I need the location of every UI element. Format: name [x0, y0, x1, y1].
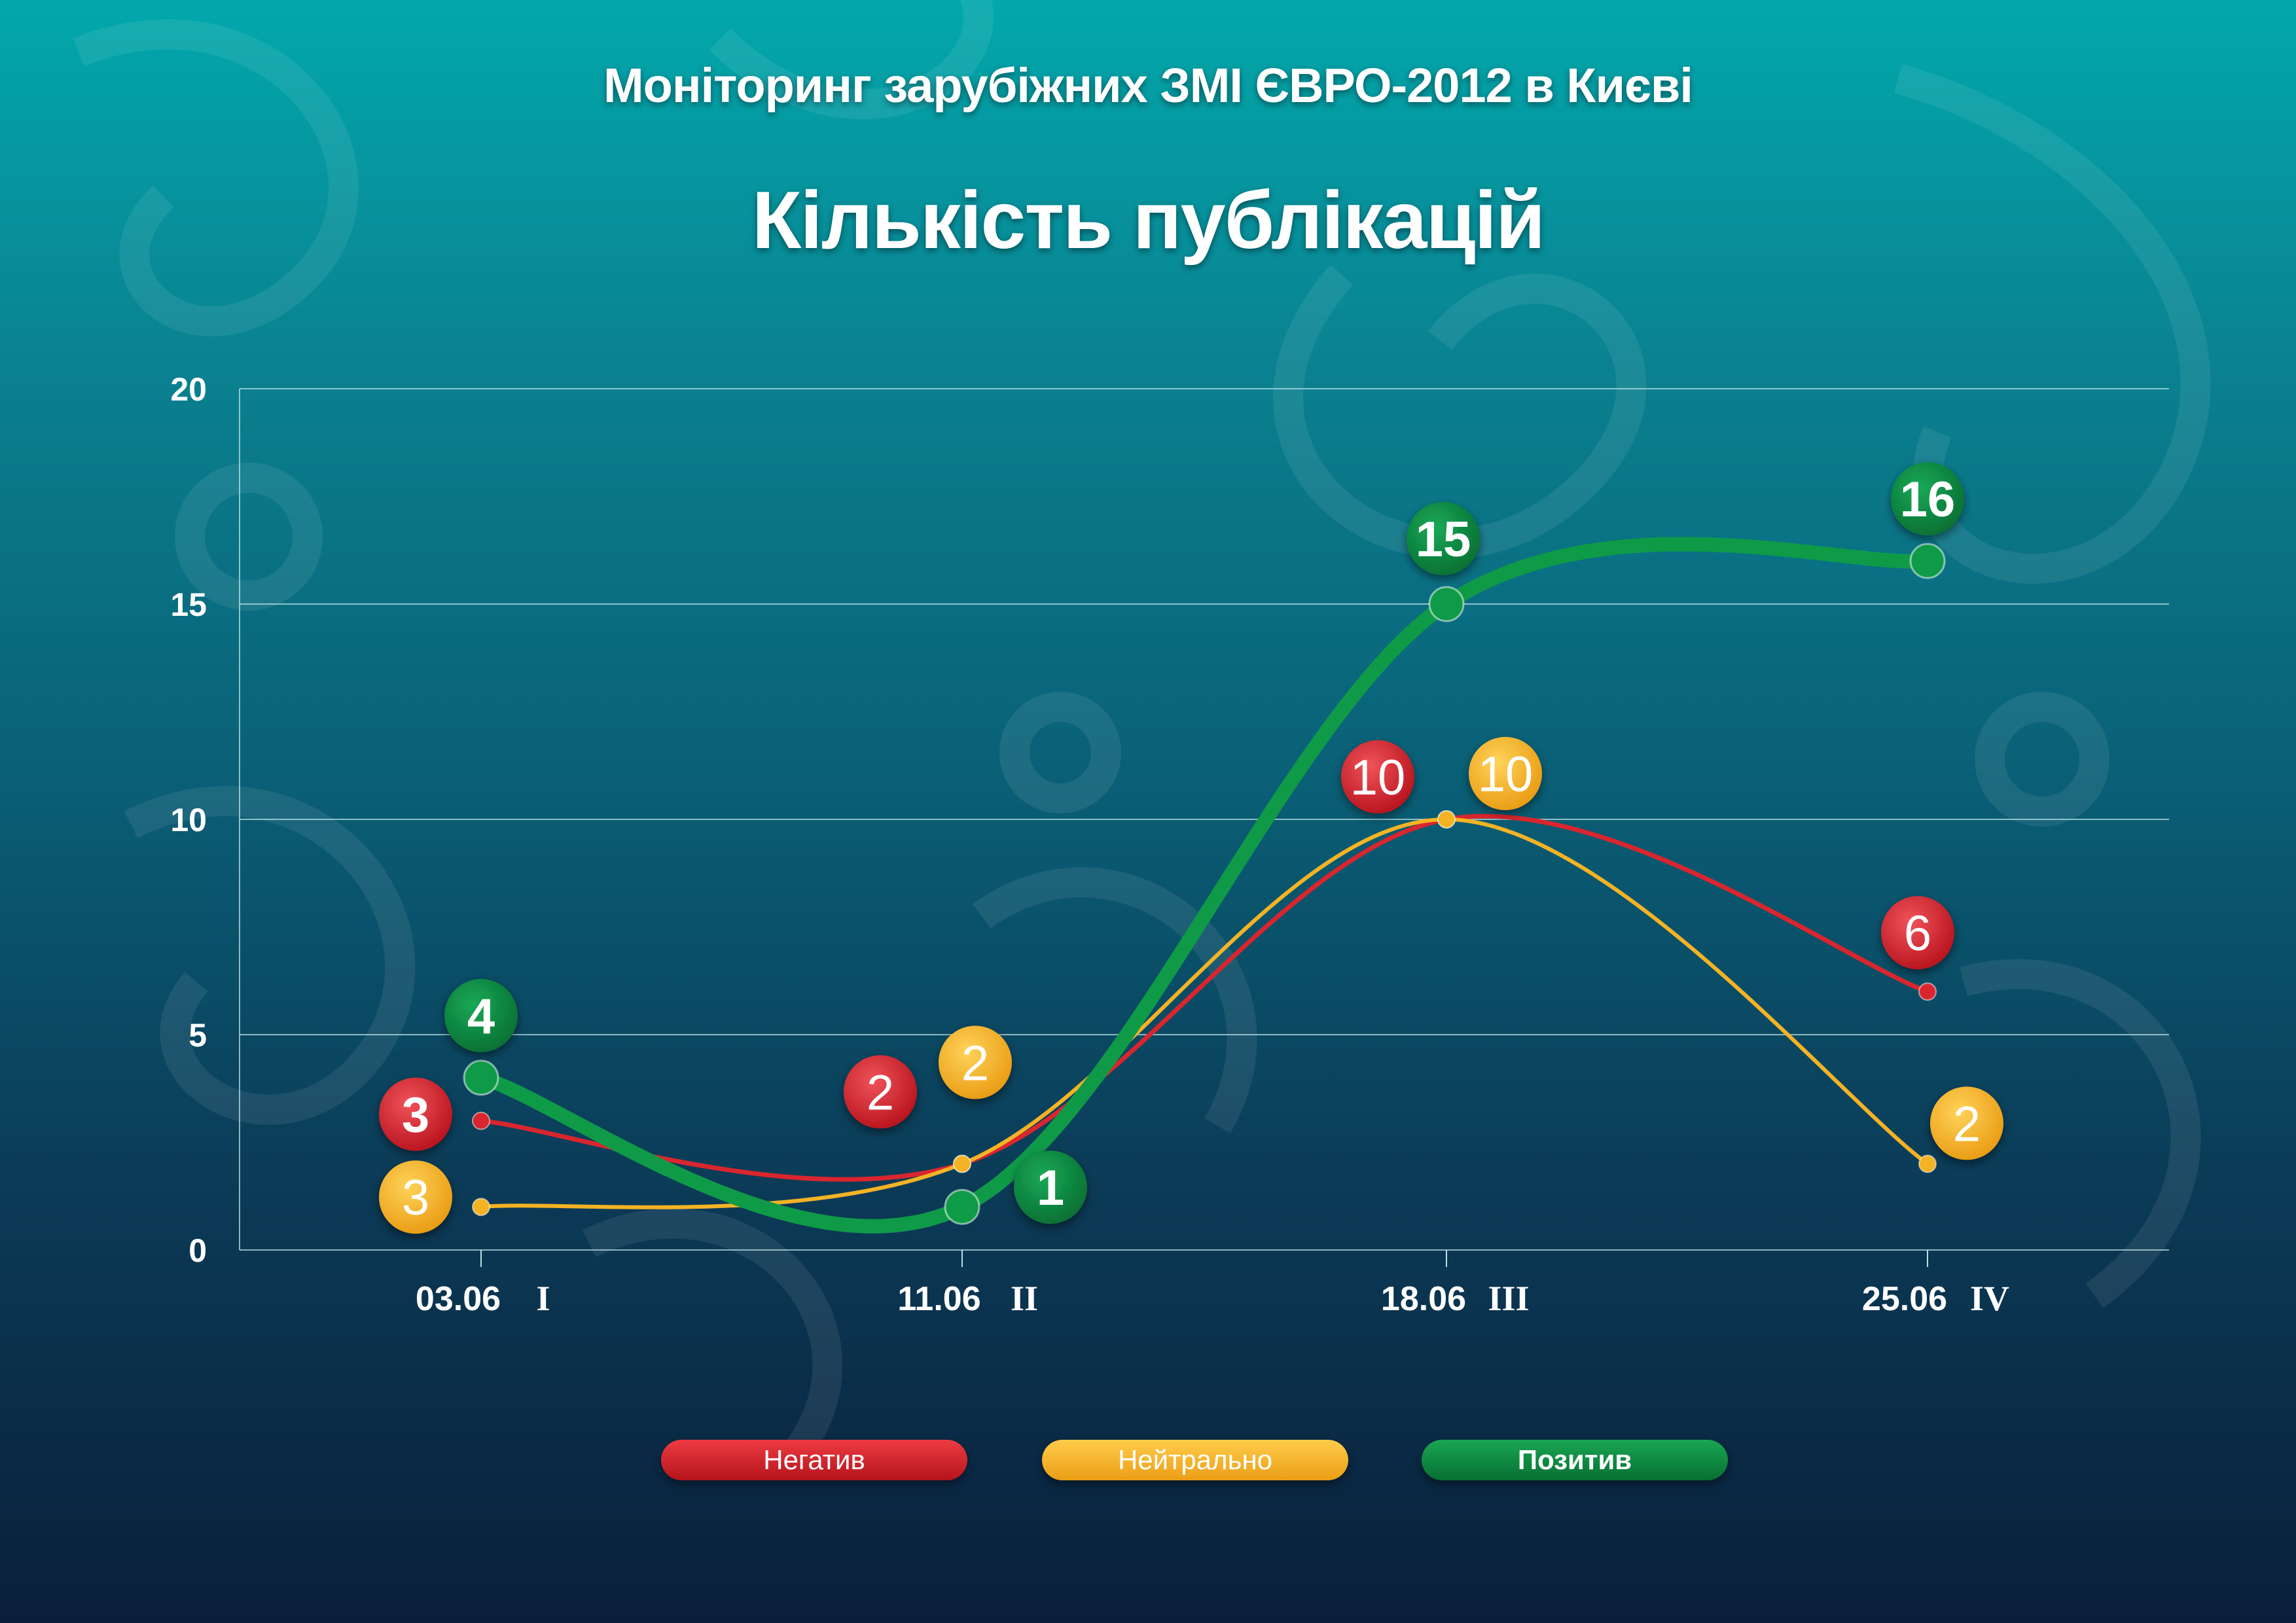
series-line-negative — [478, 813, 1930, 1182]
axis-ticks: 0 5 10 15 20 03.06 I 11.06 II 18.06 III 25.06 IV — [170, 371, 2009, 1318]
data-point-positive — [944, 1188, 980, 1225]
series-line-neutral — [479, 817, 1929, 1209]
data-label-badge — [1407, 502, 1480, 575]
data-label-neutral: 10 — [1469, 737, 1542, 810]
data-label-text: 3 — [402, 1088, 429, 1143]
data-label-negative: 10 — [1341, 740, 1414, 813]
x-period-label: III — [1488, 1279, 1529, 1318]
y-tick-label: 10 — [170, 802, 207, 838]
data-point-neutral — [472, 1198, 490, 1217]
data-point-positive — [1909, 543, 1946, 579]
data-labels: 3 2 10 6 3 2 10 2 4 1 15 16 — [379, 462, 2003, 1234]
data-label-text: 10 — [1478, 747, 1534, 802]
data-label-badge — [1891, 462, 1964, 536]
data-label-negative: 3 — [379, 1077, 452, 1151]
y-tick-label: 5 — [188, 1017, 207, 1054]
data-label-badge — [1930, 1086, 2003, 1160]
legend-negative: Негатив — [661, 1440, 967, 1480]
data-label-badge — [444, 978, 518, 1052]
x-period-label: IV — [1970, 1279, 2009, 1318]
data-label-badge — [939, 1026, 1012, 1099]
legend-positive: Позитив — [1422, 1440, 1728, 1480]
data-label-badge — [379, 1077, 452, 1151]
background-ornament — [73, 0, 2211, 1476]
data-point-negative — [1918, 982, 1937, 1001]
data-label-badge — [379, 1160, 452, 1234]
data-label-badge — [1881, 896, 1954, 970]
y-tick-label: 0 — [188, 1232, 207, 1269]
data-points — [463, 543, 1946, 1225]
data-label-text: 15 — [1416, 512, 1471, 567]
data-label-badge — [1014, 1150, 1087, 1224]
data-point-neutral — [953, 1154, 971, 1173]
data-label-text: 10 — [1350, 750, 1406, 806]
data-label-text: 2 — [1953, 1096, 1981, 1152]
data-label-text: 2 — [961, 1035, 989, 1091]
x-tick-label: 25.06 — [1862, 1280, 1947, 1318]
data-point-positive — [463, 1060, 499, 1096]
chart-subtitle: Кількість публікацій — [751, 175, 1546, 266]
x-tick-label: 03.06 — [416, 1280, 501, 1318]
data-label-positive: 1 — [1014, 1150, 1087, 1224]
chart-title: Моніторинг зарубіжних ЗМІ ЄВРО-2012 в Ки… — [603, 58, 1693, 113]
series-lines — [474, 537, 1935, 1234]
data-label-positive: 16 — [1891, 462, 1964, 536]
x-tick-label: 18.06 — [1381, 1280, 1466, 1318]
data-label-text: 16 — [1900, 472, 1956, 527]
x-period-label: II — [1011, 1279, 1038, 1318]
data-point-negative — [472, 1111, 490, 1130]
data-label-neutral: 2 — [1930, 1086, 2003, 1160]
x-period-label: I — [536, 1279, 550, 1318]
chart-grid — [239, 388, 2169, 1267]
data-label-text: 1 — [1037, 1160, 1064, 1216]
data-label-positive: 4 — [444, 978, 518, 1052]
data-label-text: 3 — [402, 1170, 429, 1226]
data-point-neutral — [1918, 1154, 1937, 1173]
data-label-neutral: 3 — [379, 1160, 452, 1234]
series-line-positive — [474, 537, 1935, 1234]
data-label-negative: 2 — [844, 1055, 917, 1129]
data-label-negative: 6 — [1881, 896, 1954, 970]
y-tick-label: 20 — [170, 371, 207, 408]
data-label-text: 4 — [467, 989, 495, 1044]
data-point-neutral — [1437, 810, 1456, 829]
data-label-positive: 15 — [1407, 502, 1480, 575]
data-point-positive — [1428, 586, 1465, 622]
y-tick-label: 15 — [170, 586, 207, 623]
data-label-text: 6 — [1904, 906, 1931, 961]
data-label-neutral: 2 — [939, 1026, 1012, 1099]
data-label-badge — [844, 1055, 917, 1129]
data-label-badge — [1341, 740, 1414, 813]
data-label-text: 2 — [867, 1065, 894, 1120]
data-label-badge — [1469, 737, 1542, 810]
x-tick-label: 11.06 — [897, 1280, 980, 1318]
legend-neutral: Нейтрально — [1042, 1440, 1348, 1480]
